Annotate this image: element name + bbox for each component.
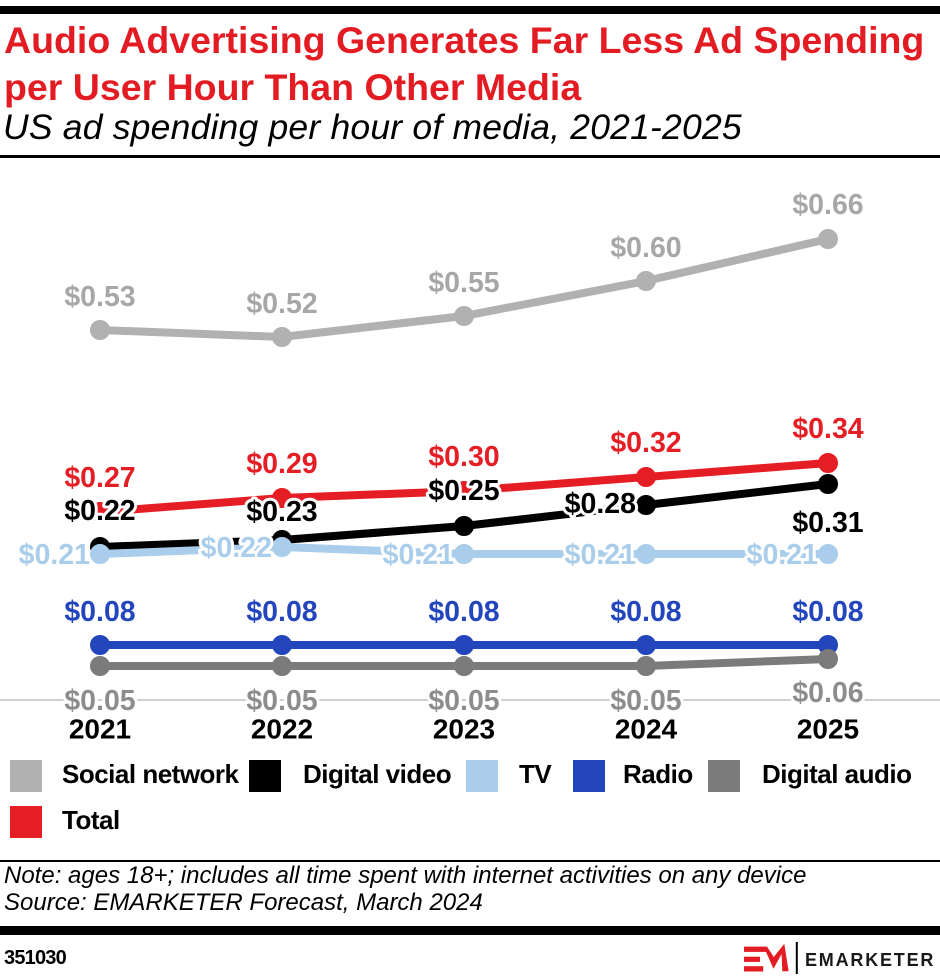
svg-text:$0.60: $0.60: [610, 232, 681, 264]
svg-text:$0.21: $0.21: [383, 539, 454, 571]
svg-text:$0.27: $0.27: [64, 462, 135, 494]
svg-text:2025: 2025: [797, 714, 859, 745]
svg-text:$0.05: $0.05: [428, 685, 499, 717]
svg-text:$0.52: $0.52: [246, 288, 317, 320]
svg-text:2023: 2023: [433, 714, 495, 745]
svg-text:2022: 2022: [251, 714, 313, 745]
svg-text:$0.23: $0.23: [246, 496, 317, 528]
svg-text:$0.08: $0.08: [246, 596, 317, 628]
svg-text:$0.08: $0.08: [428, 596, 499, 628]
svg-text:$0.06: $0.06: [792, 677, 863, 709]
svg-text:$0.21: $0.21: [747, 539, 818, 571]
svg-text:$0.05: $0.05: [610, 685, 681, 717]
svg-text:2021: 2021: [69, 714, 131, 745]
svg-text:2024: 2024: [615, 714, 678, 745]
svg-text:$0.22: $0.22: [201, 532, 272, 564]
svg-text:$0.21: $0.21: [565, 539, 636, 571]
svg-text:$0.05: $0.05: [246, 685, 317, 717]
svg-text:$0.05: $0.05: [64, 685, 135, 717]
svg-text:$0.08: $0.08: [64, 596, 135, 628]
svg-text:$0.08: $0.08: [610, 596, 681, 628]
svg-text:$0.29: $0.29: [246, 448, 317, 480]
svg-text:$0.31: $0.31: [792, 507, 863, 539]
svg-text:$0.55: $0.55: [428, 267, 499, 299]
svg-text:$0.21: $0.21: [19, 539, 90, 571]
svg-text:$0.22: $0.22: [64, 495, 135, 527]
svg-text:$0.34: $0.34: [792, 413, 863, 445]
svg-text:$0.30: $0.30: [428, 441, 499, 473]
svg-text:$0.08: $0.08: [792, 596, 863, 628]
svg-text:$0.66: $0.66: [792, 189, 863, 221]
svg-text:$0.32: $0.32: [610, 427, 681, 459]
svg-text:$0.28: $0.28: [565, 488, 636, 520]
svg-text:$0.25: $0.25: [428, 475, 499, 507]
svg-text:$0.53: $0.53: [64, 281, 135, 313]
